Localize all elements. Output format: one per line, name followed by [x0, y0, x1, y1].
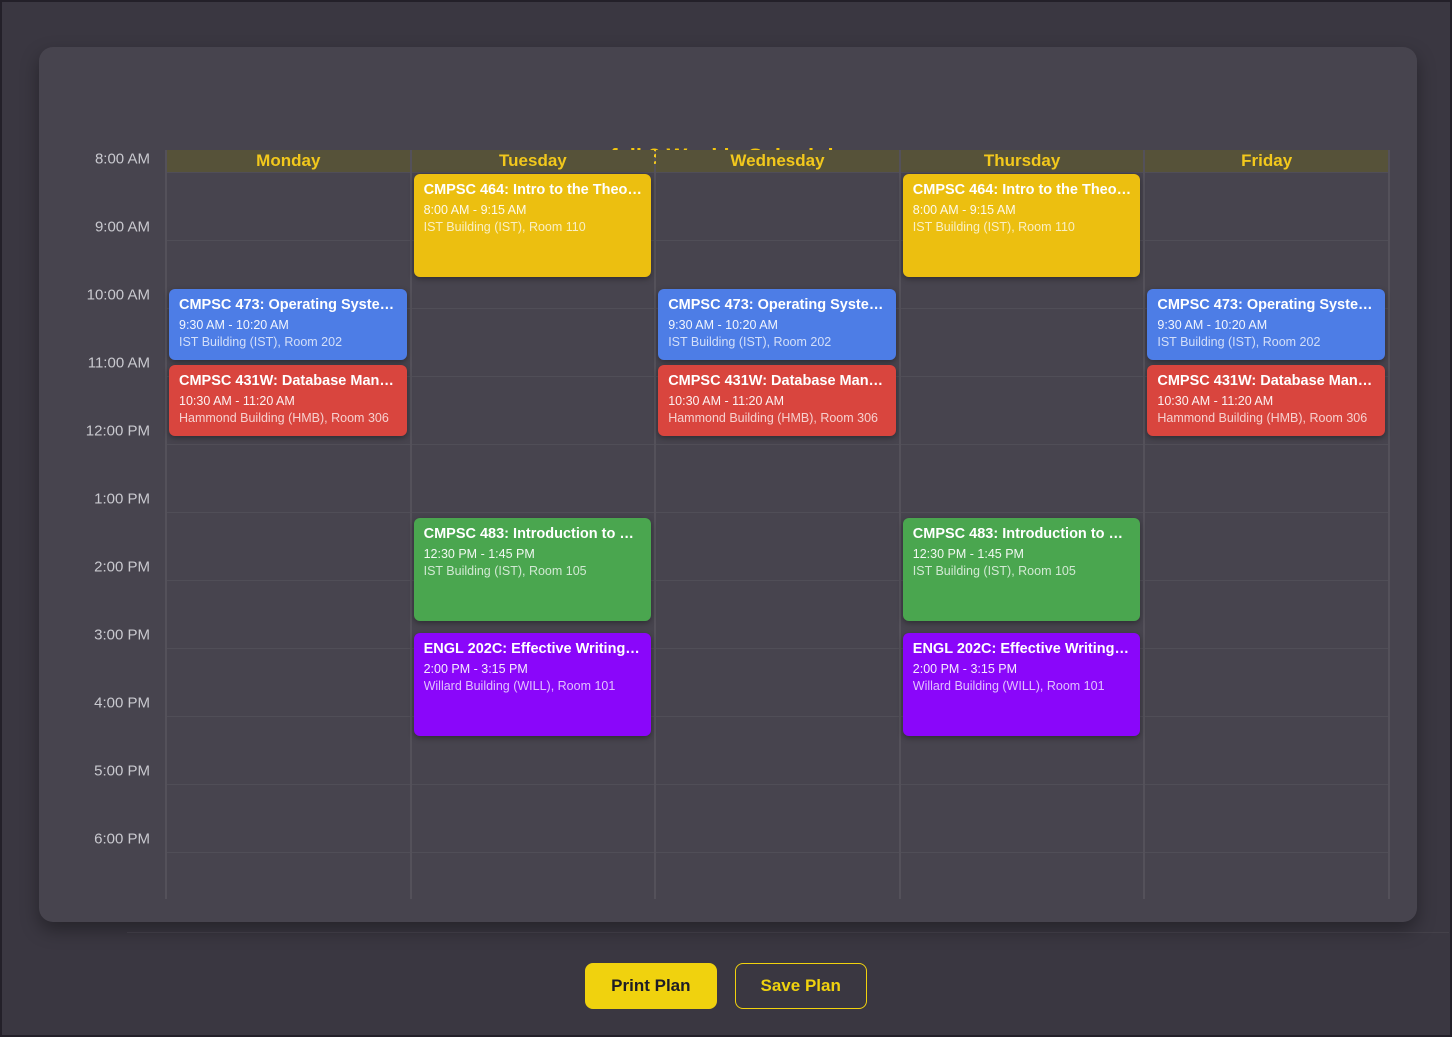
event-title: CMPSC 483: Introduction to … — [912, 526, 1124, 543]
event-time: 10:30 AM - 11:20 AM — [1157, 394, 1274, 409]
time-label: 2:00 PM — [94, 558, 150, 576]
event-time: 10:30 AM - 11:20 AM — [179, 394, 295, 409]
time-label: 1:00 PM — [94, 490, 150, 508]
event-title: CMPSC 464: Intro to the Theo… — [423, 182, 642, 198]
time-label: 12:00 PM — [85, 422, 150, 440]
event-time: 2:00 PM - 3:15 PM — [912, 662, 1017, 676]
day-column-body: CMPSC 473: Operating Syste… 9:30 AM - 10:… — [656, 172, 899, 899]
event-location: Hammond Building (HMB), Room 306 — [179, 411, 389, 426]
event-time: 2:00 PM - 3:15 PM — [423, 662, 528, 676]
event-title: ENGL 202C: Effective Writing… — [423, 641, 640, 657]
event-cmpsc-431w-monday[interactable]: CMPSC 431W: Database Man… 10:30 AM - 11:2… — [169, 365, 407, 436]
event-time: 12:30 PM - 1:45 PM — [423, 547, 535, 562]
day-header-monday: Monday — [167, 150, 410, 172]
event-title: ENGL 202C: Effective Writing… — [912, 641, 1129, 657]
event-location: IST Building (IST), Room 105 — [912, 564, 1076, 579]
day-header-thursday: Thursday — [900, 150, 1144, 172]
event-time: 9:30 AM - 10:20 AM — [1157, 317, 1268, 332]
event-location: Hammond Building (HMB), Room 306 — [668, 411, 878, 426]
event-location: IST Building (IST), Room 202 — [1157, 334, 1321, 349]
time-axis: 8:00 AM 9:00 AM 10:00 AM 11:00 AM 12:00 PM 1:… — [39, 150, 165, 899]
time-label: 5:00 PM — [94, 762, 150, 780]
schedule-card: fall 3 Weekly Schedule 8:00 AM9:00 AM10:… — [39, 47, 1417, 922]
event-cmpsc-483-tuesday[interactable]: CMPSC 483: Introduction to … 12:30 PM - 1… — [413, 518, 652, 621]
event-time: 9:30 AM - 10:20 AM — [179, 317, 289, 332]
event-cmpsc-483-thursday[interactable]: CMPSC 483: Introduction to … 12:30 PM - 1… — [902, 518, 1141, 621]
time-label: 3:00 PM — [94, 626, 150, 644]
event-time: 9:30 AM - 10:20 AM — [668, 317, 778, 332]
event-title: CMPSC 473: Operating Syste… — [668, 296, 884, 313]
weekly-schedule-grid: 8:00 AM 9:00 AM 10:00 AM 11:00 AM 12:00 PM 1:… — [39, 150, 1390, 899]
event-location: IST Building (IST), Room 202 — [179, 334, 343, 349]
event-title: CMPSC 431W: Database Man… — [1157, 373, 1373, 390]
day-column-body: CMPSC 464: Intro to the Theo… 8:00 AM - 9… — [411, 172, 655, 899]
event-cmpsc-464-tuesday[interactable]: CMPSC 464: Intro to the Theo… 8:00 AM - 9… — [413, 174, 652, 277]
bottom-divider — [127, 932, 1449, 933]
event-cmpsc-473-monday[interactable]: CMPSC 473: Operating Syste… 9:30 AM - 10:… — [169, 288, 407, 360]
day-column-wednesday: Wednesday CMPSC 473: Operating Syste… 9:30… — [654, 150, 899, 899]
event-title: CMPSC 431W: Database Man… — [668, 373, 884, 390]
event-location: IST Building (IST), Room 105 — [423, 564, 587, 579]
event-engl-202c-tuesday[interactable]: ENGL 202C: Effective Writing… 2:00 PM - 3… — [413, 633, 652, 736]
event-time: 12:30 PM - 1:45 PM — [912, 547, 1024, 562]
day-column-body: CMPSC 473: Operating Syste… 9:30 AM - 10:… — [167, 172, 410, 899]
time-label: 4:00 PM — [94, 694, 150, 712]
day-column-monday: Monday CMPSC 473: Operating Syste… 9:30 AM… — [165, 150, 410, 899]
print-plan-button[interactable]: Print Plan — [585, 963, 717, 1009]
event-cmpsc-473-wednesday[interactable]: CMPSC 473: Operating Syste… 9:30 AM - 10:… — [658, 288, 896, 360]
save-plan-button[interactable]: Save Plan — [734, 963, 867, 1009]
event-title: CMPSC 464: Intro to the Theo… — [912, 182, 1131, 198]
event-engl-202c-thursday[interactable]: ENGL 202C: Effective Writing… 2:00 PM - 3… — [902, 633, 1141, 736]
day-column-friday: Friday CMPSC 473: Operating Syste… 9:30 AM… — [1143, 150, 1390, 899]
event-time: 10:30 AM - 11:20 AM — [668, 394, 784, 409]
event-title: CMPSC 431W: Database Man… — [179, 373, 394, 390]
day-column-body: CMPSC 473: Operating Syste… 9:30 AM - 10:… — [1145, 172, 1388, 899]
day-columns: Monday CMPSC 473: Operating Syste… 9:30 AM… — [165, 150, 1390, 899]
event-cmpsc-473-friday[interactable]: CMPSC 473: Operating Syste… 9:30 AM - 10:… — [1147, 288, 1385, 360]
event-cmpsc-464-thursday[interactable]: CMPSC 464: Intro to the Theo… 8:00 AM - 9… — [902, 174, 1141, 277]
time-label: 8:00 AM — [94, 150, 150, 168]
time-label: 11:00 AM — [87, 354, 150, 372]
event-title: CMPSC 483: Introduction to … — [423, 526, 634, 543]
time-label: 9:00 AM — [94, 218, 150, 236]
day-header-wednesday: Wednesday — [656, 150, 899, 172]
event-cmpsc-431w-wednesday[interactable]: CMPSC 431W: Database Man… 10:30 AM - 11:2… — [658, 365, 896, 436]
event-location: IST Building (IST), Room 110 — [912, 219, 1075, 234]
event-location: IST Building (IST), Room 110 — [423, 219, 586, 234]
event-time: 8:00 AM - 9:15 AM — [912, 203, 1016, 217]
day-header-friday: Friday — [1145, 150, 1388, 172]
event-cmpsc-431w-friday[interactable]: CMPSC 431W: Database Man… 10:30 AM - 11:2… — [1147, 365, 1385, 436]
time-label: 10:00 AM — [86, 286, 150, 304]
day-column-tuesday: Tuesday CMPSC 464: Intro to the Theo… 8:00… — [409, 150, 655, 899]
event-location: IST Building (IST), Room 202 — [668, 334, 832, 349]
event-location: Willard Building (WILL), Room 101 — [912, 678, 1105, 693]
event-location: Willard Building (WILL), Room 101 — [423, 678, 616, 693]
event-title: CMPSC 473: Operating Syste… — [1157, 296, 1373, 313]
day-column-thursday: Thursday CMPSC 464: Intro to the Theo… 8:0… — [898, 150, 1144, 899]
day-column-body: CMPSC 464: Intro to the Theo… 8:00 AM - 9… — [900, 172, 1144, 899]
day-header-tuesday: Tuesday — [411, 150, 655, 172]
event-time: 8:00 AM - 9:15 AM — [423, 203, 527, 217]
action-bar: Print Plan Save Plan — [2, 963, 1450, 1009]
event-location: Hammond Building (HMB), Room 306 — [1157, 411, 1368, 426]
event-title: CMPSC 473: Operating Syste… — [179, 296, 395, 313]
time-label: 6:00 PM — [94, 830, 150, 848]
